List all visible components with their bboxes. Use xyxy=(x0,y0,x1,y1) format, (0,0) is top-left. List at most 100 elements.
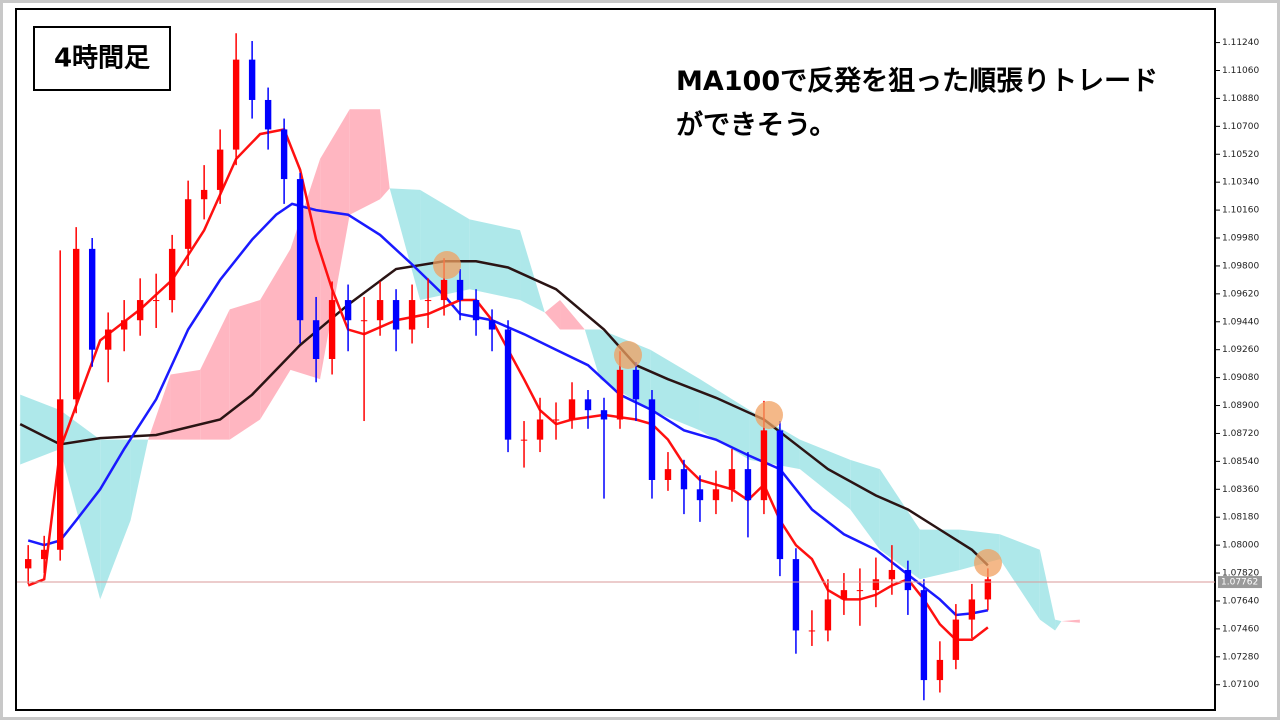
y-tick-label: 1.10520 xyxy=(1222,150,1259,160)
cloud-segment xyxy=(1061,619,1080,623)
candle-body xyxy=(568,399,576,420)
y-tick-label: 1.08180 xyxy=(1222,513,1259,523)
candle-body xyxy=(712,489,720,501)
candle-body xyxy=(120,320,128,330)
candle-body xyxy=(968,599,976,620)
candle-body xyxy=(40,549,48,560)
candle-body xyxy=(936,659,944,681)
candle-body xyxy=(920,590,928,681)
candle-body xyxy=(872,579,880,591)
cloud-segment xyxy=(320,109,350,380)
highlight xyxy=(755,401,783,429)
annotation: MA100で反発を狙った順張りトレード xyxy=(676,66,1158,97)
y-tick-label: 1.10880 xyxy=(1222,94,1259,104)
candle-body xyxy=(232,59,240,150)
candles xyxy=(24,33,992,701)
cloud xyxy=(20,109,1080,631)
candle-body xyxy=(344,300,352,321)
candle-body xyxy=(552,419,560,421)
cloud-segment xyxy=(1055,619,1062,631)
y-tick-label: 1.09440 xyxy=(1222,317,1259,327)
cloud-segment xyxy=(919,529,960,580)
candle-body xyxy=(200,189,208,200)
candle-body xyxy=(856,590,864,592)
candle-body xyxy=(216,149,224,190)
cloud-segment xyxy=(469,219,521,301)
last-price-box xyxy=(1218,576,1262,589)
cloud-segment xyxy=(999,534,1040,620)
cloud-segment xyxy=(799,439,851,510)
candle-body xyxy=(584,399,592,411)
highlight xyxy=(614,341,642,369)
cloud-segment xyxy=(170,369,201,440)
candle-body xyxy=(440,279,448,301)
candle-body xyxy=(952,619,960,660)
candle-body xyxy=(536,419,544,440)
y-tick-label: 1.09080 xyxy=(1222,373,1259,383)
candle-body xyxy=(616,369,624,420)
y-tick-label: 1.10160 xyxy=(1222,206,1259,216)
candle-body xyxy=(648,399,656,480)
y-tick-label: 1.08540 xyxy=(1222,457,1259,467)
cloud-segment xyxy=(389,188,421,301)
y-tick-label: 1.07100 xyxy=(1222,680,1259,690)
candle-body xyxy=(664,469,672,480)
candle-body xyxy=(632,369,640,400)
candle-body xyxy=(392,300,400,330)
candle-body xyxy=(696,489,704,501)
candle-body xyxy=(776,430,784,560)
y-tick-label: 1.11240 xyxy=(1222,38,1259,48)
cloud-segment xyxy=(148,374,171,440)
candle-body xyxy=(264,99,272,130)
cloud-segment xyxy=(200,309,230,440)
highlight xyxy=(433,251,461,279)
candle-body xyxy=(360,320,368,322)
candle-body xyxy=(792,559,800,631)
candle-body xyxy=(760,430,768,501)
candle-body xyxy=(104,329,112,350)
candle-body xyxy=(72,248,80,400)
candle-body xyxy=(744,469,752,501)
y-tick-label: 1.08000 xyxy=(1222,541,1259,551)
cloud-segment xyxy=(544,300,561,330)
cloud-segment xyxy=(879,469,920,580)
chart-title: 4時間足 xyxy=(54,44,150,74)
candle-body xyxy=(600,410,608,420)
candle-body xyxy=(152,300,160,302)
candle-body xyxy=(424,300,432,302)
candle-body xyxy=(280,129,288,180)
y-tick-label: 1.09800 xyxy=(1222,261,1259,271)
highlight xyxy=(974,549,1002,577)
y-tick-label: 1.09620 xyxy=(1222,289,1259,299)
candle-body xyxy=(680,469,688,490)
candle-body xyxy=(312,320,320,359)
cloud-segment xyxy=(20,394,61,465)
candle-body xyxy=(184,199,192,249)
y-tick-label: 1.07280 xyxy=(1222,652,1259,662)
cloud-segment xyxy=(60,410,101,600)
y-tick-label: 1.10700 xyxy=(1222,122,1259,132)
candle-body xyxy=(808,630,816,632)
y-tick-label: 1.07820 xyxy=(1222,569,1259,579)
y-tick-label: 1.08720 xyxy=(1222,429,1259,439)
y-tick-label: 1.09980 xyxy=(1222,234,1259,244)
candle-body xyxy=(168,248,176,301)
highlights xyxy=(433,251,1002,577)
candle-body xyxy=(24,559,32,569)
title-box xyxy=(33,26,171,91)
cloud-segment xyxy=(650,349,700,431)
y-tick-label: 1.07460 xyxy=(1222,624,1259,634)
candle-body xyxy=(888,569,896,580)
moving-averages xyxy=(19,128,989,642)
cloud-segment xyxy=(260,248,291,420)
candle-body xyxy=(520,439,528,441)
candle-body xyxy=(328,300,336,359)
candle-body xyxy=(504,329,512,440)
candle-body xyxy=(728,469,736,490)
cloud-segment xyxy=(380,109,390,200)
y-tick-label: 1.11060 xyxy=(1222,66,1259,76)
candle-body xyxy=(456,279,464,301)
plot-border xyxy=(15,8,1216,711)
y-tick-label: 1.09260 xyxy=(1222,345,1259,355)
candle-body xyxy=(56,399,64,550)
